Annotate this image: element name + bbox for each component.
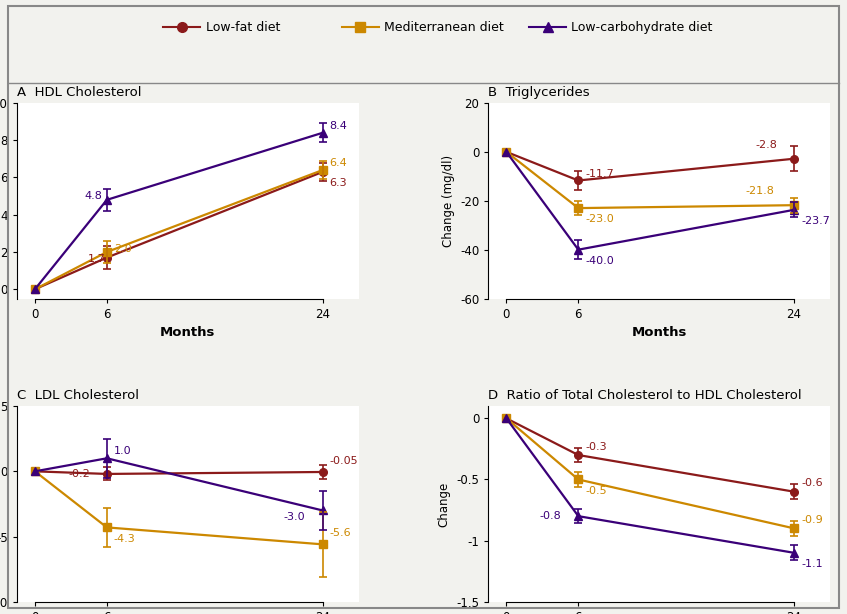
Text: -40.0: -40.0	[585, 256, 614, 266]
Text: Mediterranean diet: Mediterranean diet	[385, 20, 504, 34]
Text: -5.6: -5.6	[329, 528, 352, 538]
Text: C  LDL Cholesterol: C LDL Cholesterol	[17, 389, 139, 402]
X-axis label: Months: Months	[632, 326, 687, 339]
Text: -0.9: -0.9	[801, 515, 822, 525]
Text: 6.4: 6.4	[329, 158, 347, 168]
Text: -11.7: -11.7	[585, 168, 614, 179]
Text: Low-carbohydrate diet: Low-carbohydrate diet	[572, 20, 713, 34]
X-axis label: Months: Months	[160, 326, 215, 339]
Text: D  Ratio of Total Cholesterol to HDL Cholesterol: D Ratio of Total Cholesterol to HDL Chol…	[489, 389, 802, 402]
Text: 4.8: 4.8	[85, 191, 102, 201]
Text: -0.8: -0.8	[540, 511, 562, 521]
Text: 6.3: 6.3	[329, 178, 347, 188]
Y-axis label: Change (mg/dl): Change (mg/dl)	[441, 155, 455, 247]
Text: -1.1: -1.1	[801, 559, 822, 569]
Text: A  HDL Cholesterol: A HDL Cholesterol	[17, 86, 141, 99]
Text: -0.3: -0.3	[585, 441, 607, 452]
Text: -23.0: -23.0	[585, 214, 614, 224]
Text: -23.7: -23.7	[801, 216, 830, 226]
Text: 1.0: 1.0	[113, 446, 131, 456]
Y-axis label: Change: Change	[438, 481, 451, 527]
Text: 8.4: 8.4	[329, 121, 347, 131]
Text: -21.8: -21.8	[745, 186, 774, 196]
Text: -0.5: -0.5	[585, 486, 607, 495]
Text: -0.2: -0.2	[68, 469, 90, 479]
Text: -3.0: -3.0	[284, 513, 306, 523]
Text: 1.7: 1.7	[87, 254, 105, 264]
Text: -4.3: -4.3	[113, 534, 136, 543]
Text: 2.0: 2.0	[113, 244, 131, 254]
Text: B  Triglycerides: B Triglycerides	[489, 86, 590, 99]
Text: -0.05: -0.05	[329, 456, 358, 466]
Text: Low-fat diet: Low-fat diet	[206, 20, 280, 34]
Text: -2.8: -2.8	[756, 140, 777, 150]
Text: -0.6: -0.6	[801, 478, 822, 488]
